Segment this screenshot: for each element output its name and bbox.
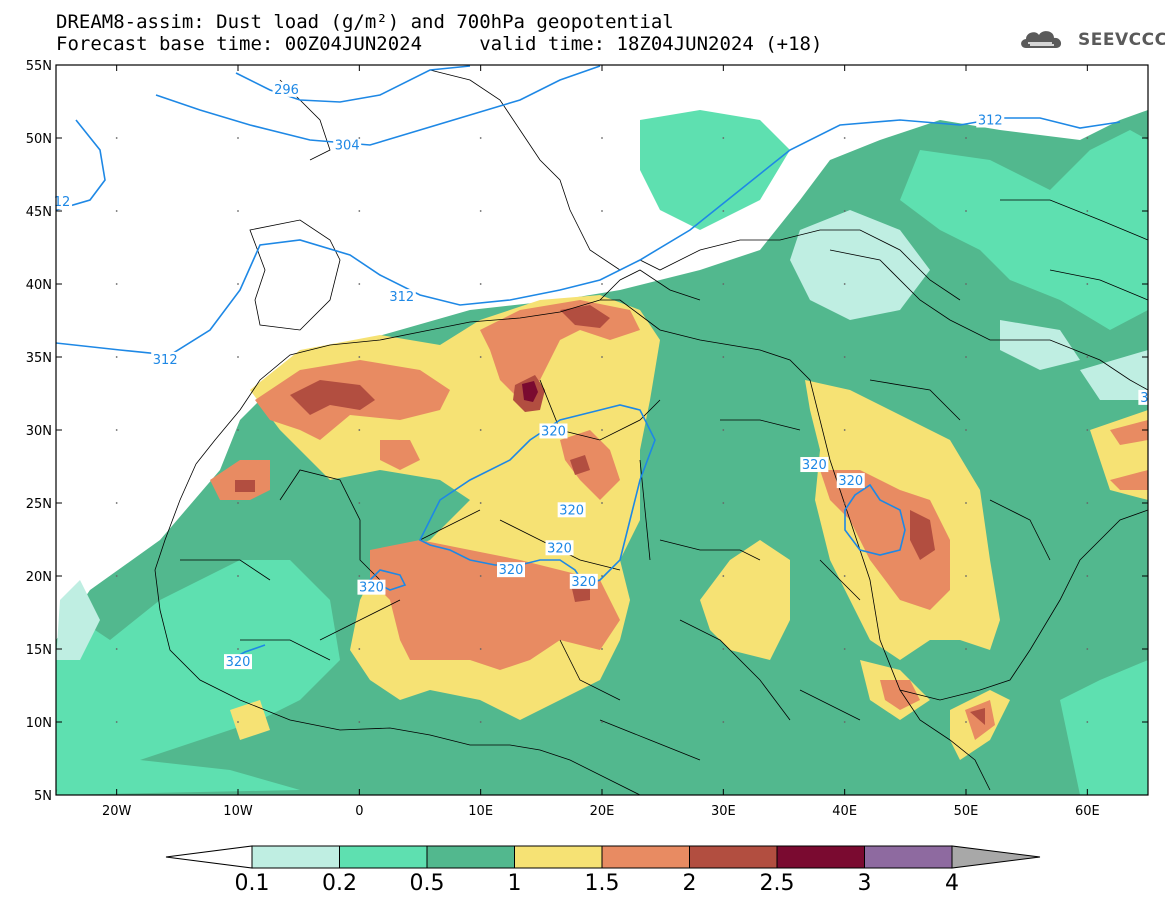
contour-label: 320 [838, 474, 863, 489]
colorbar-swatch [864, 845, 953, 869]
colorbar-swatch [601, 845, 690, 869]
contour-label: 320 [559, 503, 584, 518]
lat-label: 35N [26, 351, 52, 366]
contour-label: 312 [978, 113, 1003, 128]
chart-subtitle: Forecast base time: 00Z04JUN2024 valid t… [56, 33, 823, 55]
lat-label: 40N [26, 278, 52, 293]
contour-label: 304 [335, 138, 360, 153]
lon-label: 10E [468, 804, 493, 819]
colorbar-swatch [514, 845, 603, 869]
colorbar-swatch [339, 845, 428, 869]
logo: SEEVCCC [1018, 26, 1165, 54]
colorbar-swatch [776, 845, 865, 869]
colorbar-swatch [251, 845, 340, 869]
grid-dots [115, 137, 1089, 723]
logo-text: SEEVCCC [1078, 30, 1165, 50]
colorbar-label: 4 [945, 871, 959, 896]
lat-label: 30N [26, 424, 52, 439]
lon-label: 60E [1075, 804, 1100, 819]
lat-label: 20N [26, 570, 52, 585]
contour-label: 320 [226, 655, 251, 670]
contour-label: 320 [541, 424, 566, 439]
colorbar-label: 1 [508, 871, 522, 896]
axis-ticks: 55N 50N 45N 40N 35N 30N 25N 20N 15N 10N 5N 20W 10W 0 1… [26, 59, 1148, 819]
colorbar-label: 2 [683, 871, 697, 896]
lon-label: 50E [954, 804, 979, 819]
cloud-icon [1021, 31, 1062, 48]
contour-label: 3 [1140, 391, 1148, 406]
contour-label: 312 [389, 290, 414, 305]
lat-label: 15N [26, 643, 52, 658]
lat-label: 45N [26, 205, 52, 220]
lon-label: 40E [832, 804, 857, 819]
colorbar-boxes [165, 845, 1041, 869]
colorbar-left-arrow [165, 845, 253, 869]
dust-field-1.5 [210, 300, 1148, 740]
lon-label: 30E [711, 804, 736, 819]
lat-label: 50N [26, 132, 52, 147]
lon-label: 10W [223, 804, 253, 819]
contour-label: 320 [547, 541, 572, 556]
dust-fields [56, 110, 1148, 795]
colorbar-label: 3 [858, 871, 872, 896]
colorbar-swatch [689, 845, 778, 869]
chart-title: DREAM8-assim: Dust load (g/m²) and 700hP… [56, 11, 674, 33]
colorbar-right-arrow [951, 845, 1041, 869]
dust-field-2.5 [522, 381, 538, 402]
lat-label: 10N [26, 716, 52, 731]
lat-label: 25N [26, 497, 52, 512]
colorbar-label: 0.1 [235, 871, 270, 896]
contour-label: 320 [499, 563, 524, 578]
lat-label: 55N [26, 59, 52, 74]
colorbar-label: 0.2 [322, 871, 357, 896]
contour-labels: 296 304 12 312 312 312 320 320 320 320 320 320 320 32… [52, 81, 1151, 670]
colorbar-swatch [426, 845, 515, 869]
geopotential-contours [56, 65, 1121, 661]
contour-label: 320 [802, 458, 827, 473]
contour-label: 320 [359, 581, 384, 596]
lat-label: 5N [34, 789, 52, 804]
lon-label: 20W [102, 804, 132, 819]
colorbar-labels: 0.1 0.2 0.5 1 1.5 2 2.5 3 4 [235, 871, 960, 896]
contour-label: 320 [571, 575, 596, 590]
contour-label: 296 [274, 83, 299, 98]
lon-label: 0 [355, 804, 363, 819]
dust-field-0.2 [56, 110, 1148, 795]
colorbar-label: 2.5 [760, 871, 795, 896]
colorbar-label: 0.5 [410, 871, 445, 896]
coastlines [154, 69, 1148, 795]
lon-label: 20E [590, 804, 615, 819]
contour-label: 312 [153, 353, 178, 368]
contour-label: 12 [54, 195, 71, 210]
colorbar-label: 1.5 [585, 871, 620, 896]
